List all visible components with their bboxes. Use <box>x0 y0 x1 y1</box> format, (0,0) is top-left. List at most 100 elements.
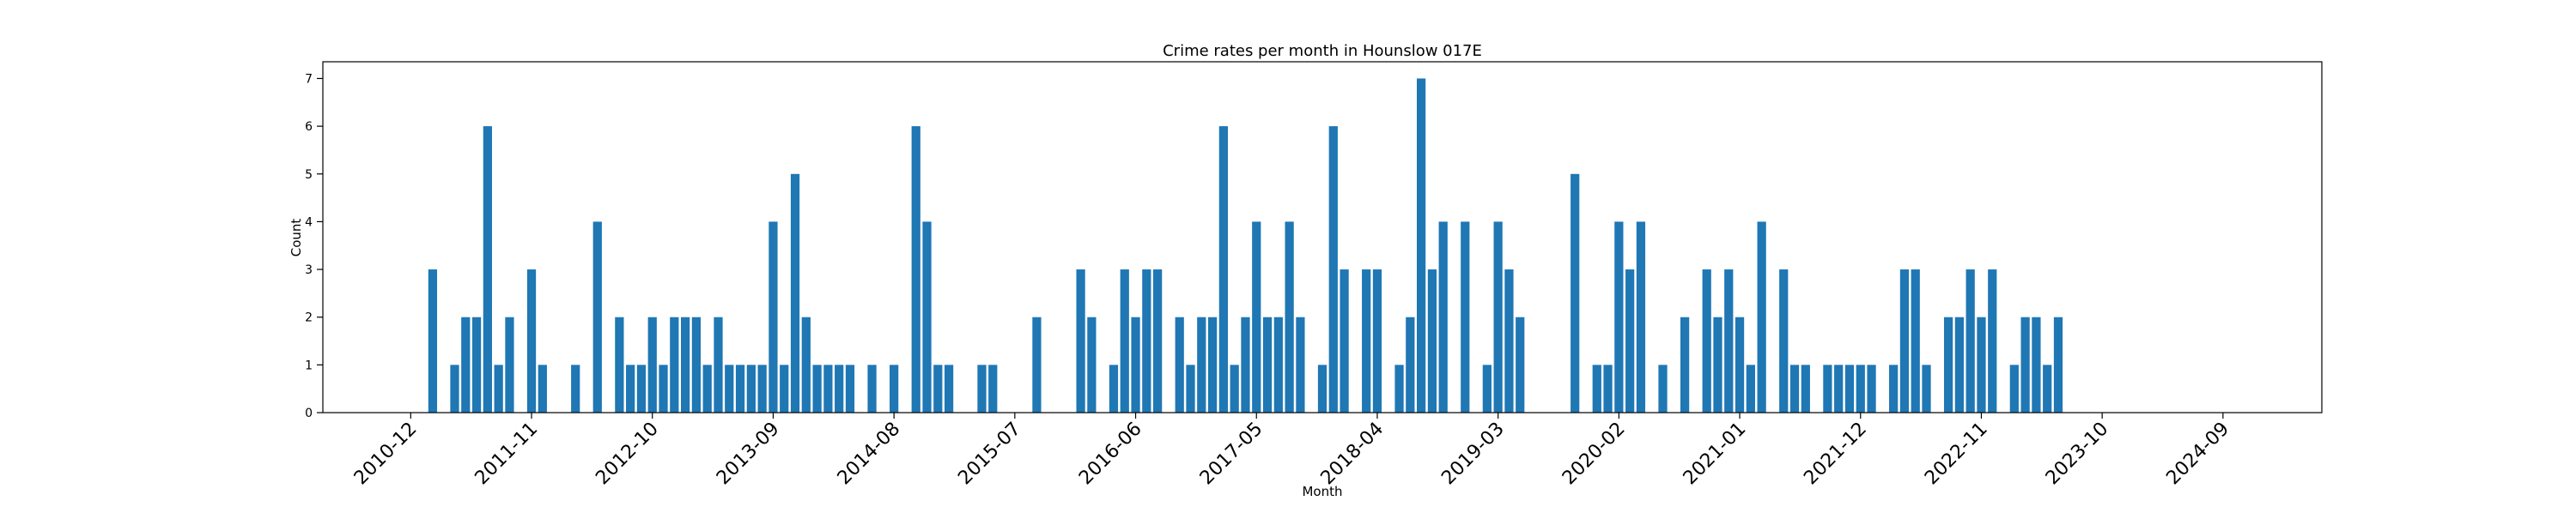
bar-2016-10 <box>1175 317 1184 413</box>
bar-2018-04 <box>1372 269 1382 413</box>
y-tick-label-2: 2 <box>305 311 313 325</box>
bar-2012-10 <box>647 317 657 413</box>
bar-2011-12 <box>538 365 547 413</box>
y-tick-label-3: 3 <box>305 263 313 277</box>
bar-2016-06 <box>1131 317 1140 413</box>
x-tick-label-2020-02: 2020-02 <box>1558 419 1630 490</box>
bar-2012-11 <box>659 365 668 413</box>
bar-2022-03 <box>1889 365 1899 413</box>
plot-frame <box>322 61 2323 413</box>
x-tick-label-2021-01: 2021-01 <box>1680 419 1751 490</box>
bar-2013-08 <box>757 365 767 413</box>
bar-2011-08 <box>494 365 503 413</box>
x-tick-label-2023-10: 2023-10 <box>2042 419 2113 490</box>
bar-2021-01 <box>1735 317 1745 413</box>
bar-2013-04 <box>714 317 723 413</box>
bar-2013-02 <box>691 317 702 413</box>
x-tick-label-2012-10: 2012-10 <box>592 419 663 490</box>
bar-2022-08 <box>1943 317 1953 413</box>
bar-2016-04 <box>1109 365 1119 413</box>
x-axis-label: Month <box>1302 484 1342 499</box>
bar-2017-05 <box>1252 221 1261 413</box>
bar-2021-10 <box>1834 365 1844 413</box>
bar-2022-11 <box>1977 317 1986 413</box>
bar-2014-02 <box>823 365 833 413</box>
bar-2021-03 <box>1757 221 1766 413</box>
bar-2016-11 <box>1186 365 1195 413</box>
bar-2011-09 <box>505 317 514 413</box>
y-axis-label: Count <box>289 219 304 257</box>
bar-2015-01 <box>944 365 954 413</box>
bar-2014-06 <box>867 365 877 413</box>
bar-2023-03 <box>2020 317 2030 413</box>
bar-2022-06 <box>1922 365 1931 413</box>
bar-2014-01 <box>812 365 822 413</box>
bar-2016-02 <box>1087 317 1097 413</box>
y-tick-label-1: 1 <box>305 359 313 372</box>
bar-2023-06 <box>2053 317 2063 413</box>
x-tick-label-2010-12: 2010-12 <box>350 419 422 490</box>
bar-2015-09 <box>1032 317 1042 413</box>
bar-2023-02 <box>2009 365 2019 413</box>
bar-2014-11 <box>922 221 932 413</box>
bar-2018-06 <box>1394 365 1404 413</box>
bar-2013-09 <box>769 221 778 413</box>
bar-2019-02 <box>1482 365 1492 413</box>
bar-2014-03 <box>835 365 844 413</box>
x-tick-label-2021-12: 2021-12 <box>1800 419 1871 490</box>
bar-2012-07 <box>615 317 624 413</box>
bar-2020-06 <box>1658 365 1668 413</box>
bar-2012-03 <box>571 365 580 413</box>
bar-2016-12 <box>1197 317 1206 413</box>
bar-2021-11 <box>1844 365 1855 413</box>
bar-2020-02 <box>1614 221 1624 413</box>
bar-2012-05 <box>592 221 602 413</box>
bar-2012-12 <box>670 317 679 413</box>
bar-2020-03 <box>1625 269 1635 413</box>
bar-2017-12 <box>1328 126 1338 413</box>
x-tick-label-2014-08: 2014-08 <box>834 419 905 490</box>
bar-2011-11 <box>526 269 537 413</box>
bar-2014-08 <box>890 365 899 413</box>
bar-2012-08 <box>626 365 635 413</box>
bar-2018-10 <box>1438 221 1448 413</box>
x-tick-label-2022-11: 2022-11 <box>1921 419 1992 490</box>
bar-2020-11 <box>1713 317 1722 413</box>
y-tick-label-6: 6 <box>305 120 313 134</box>
bar-2015-04 <box>977 365 987 413</box>
y-tick-label-4: 4 <box>305 215 313 229</box>
bar-2016-07 <box>1142 269 1151 413</box>
bar-2018-08 <box>1417 78 1426 413</box>
bar-2017-03 <box>1230 365 1239 413</box>
x-tick-label-2017-05: 2017-05 <box>1196 419 1267 490</box>
bar-2020-01 <box>1603 365 1613 413</box>
bar-2022-05 <box>1911 269 1920 413</box>
bar-2011-05 <box>461 317 471 413</box>
x-tick-label-2015-07: 2015-07 <box>954 419 1025 490</box>
chart-title: Crime rates per month in Hounslow 017E <box>1163 42 1482 60</box>
bar-2014-12 <box>933 365 943 413</box>
bar-2020-04 <box>1636 221 1646 413</box>
bar-2013-07 <box>746 365 756 413</box>
bar-2019-10 <box>1571 173 1580 413</box>
bar-2017-04 <box>1241 317 1250 413</box>
bar-2021-12 <box>1856 365 1865 413</box>
bar-2011-06 <box>471 317 482 413</box>
bar-2021-07 <box>1801 365 1810 413</box>
bar-2022-04 <box>1899 269 1910 413</box>
bar-2019-12 <box>1592 365 1601 413</box>
y-tick-label-7: 7 <box>305 72 313 86</box>
bar-2016-08 <box>1153 269 1163 413</box>
x-tick-label-2013-09: 2013-09 <box>713 419 784 490</box>
bar-2013-06 <box>735 365 745 413</box>
bar-2016-01 <box>1076 269 1085 413</box>
bar-2017-02 <box>1218 126 1228 413</box>
bar-2023-05 <box>2043 365 2052 413</box>
bar-2020-10 <box>1702 269 1711 413</box>
bar-2019-05 <box>1516 317 1525 413</box>
bar-2018-03 <box>1362 269 1371 413</box>
bar-2021-02 <box>1746 365 1755 413</box>
x-tick-label-2018-04: 2018-04 <box>1317 419 1388 490</box>
x-tick-label-2011-11: 2011-11 <box>471 419 543 490</box>
bar-2018-12 <box>1461 221 1470 413</box>
